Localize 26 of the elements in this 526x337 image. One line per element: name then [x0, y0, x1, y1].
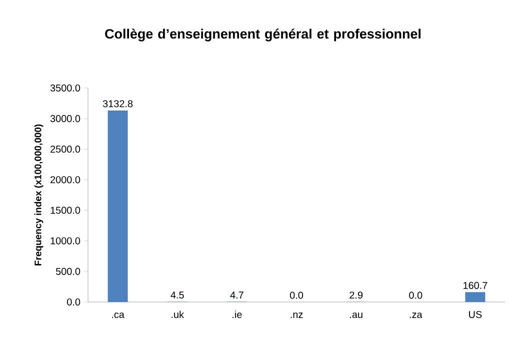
data-label: 4.5: [170, 292, 184, 299]
bar: [465, 292, 486, 302]
y-tick-label: 1500.0: [50, 206, 80, 214]
y-tick-label: 3500.0: [50, 84, 80, 92]
data-label: 0.0: [409, 292, 422, 299]
x-tick-label: .uk: [172, 310, 184, 318]
y-tick-label: 0.0: [67, 298, 80, 306]
bar: [108, 110, 128, 302]
x-tick-label: .au: [350, 312, 362, 318]
data-label: 160.7: [464, 282, 488, 289]
x-tick-label: .nz: [290, 312, 303, 318]
data-label: 4.7: [230, 292, 244, 299]
y-tick-label: 2500.0: [50, 146, 80, 153]
y-tick-label: 500.0: [56, 268, 80, 275]
chart-title: Collège d’enseignement général et professionnel: [105, 28, 420, 42]
y-tick-label: 3000.0: [50, 115, 80, 122]
data-label: 3132.8: [102, 100, 133, 108]
x-tick-label: .ca: [112, 312, 124, 318]
x-tick-label: .za: [410, 312, 422, 318]
data-label: 2.9: [350, 292, 363, 299]
data-label: 0.0: [290, 292, 304, 299]
y-tick-label: 1000.0: [50, 237, 80, 244]
x-tick-label: US: [469, 310, 482, 318]
y-tick-label: 2000.0: [50, 176, 80, 184]
x-tick-label: .ie: [232, 310, 242, 318]
y-axis-title: Frequency index (x100,000,000): [34, 124, 44, 266]
